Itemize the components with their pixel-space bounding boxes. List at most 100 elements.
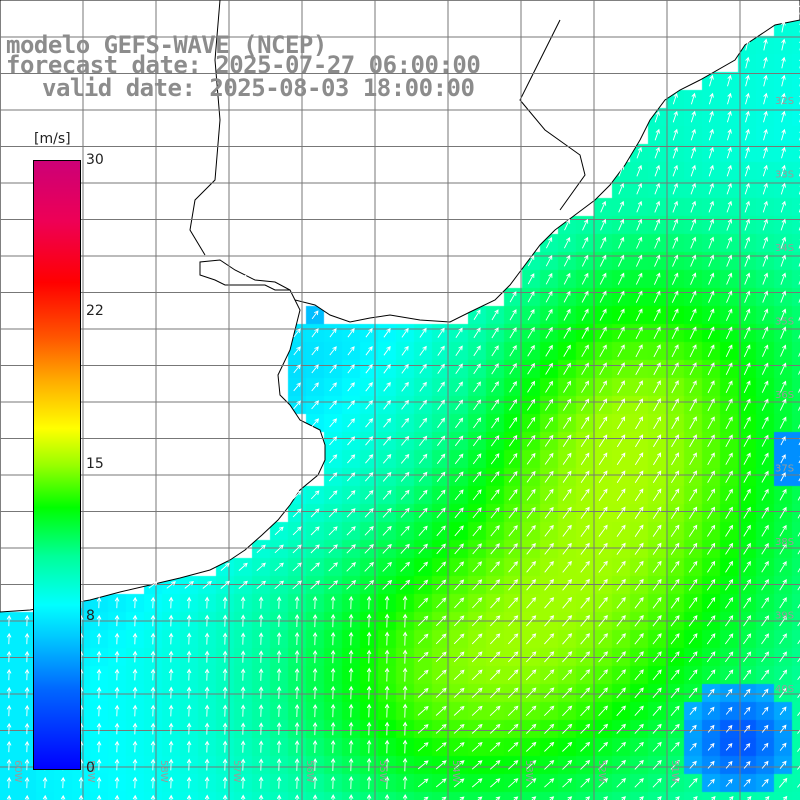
wind-arrow [186,650,192,663]
wind-arrow [761,488,769,501]
wind-arrow [473,381,481,393]
wind-arrow [675,796,680,800]
wind-arrow [581,362,589,375]
wind-arrow [114,722,120,735]
wind-arrow [24,704,30,717]
wind-arrow [132,776,138,789]
wind-arrow [618,164,625,177]
wind-arrow [580,560,590,573]
wind-arrow [621,796,626,800]
wind-arrow [725,506,733,519]
wind-arrow [364,526,374,536]
wind-arrow [274,526,284,536]
wind-arrow [743,688,751,697]
wind-arrow [525,705,537,717]
wind-arrow [706,633,716,645]
wind-arrow [580,705,591,717]
wind-arrow [780,218,786,231]
wind-arrow [745,56,750,69]
wind-arrow [472,435,482,447]
wind-arrow [346,472,356,482]
wind-arrow [635,398,643,412]
wind-arrow [292,580,302,590]
wind-arrow [581,308,589,321]
wind-arrow [384,721,390,736]
wind-arrow [435,723,447,734]
wind-arrow [726,182,732,195]
wind-arrow [453,687,465,698]
wind-arrow [743,470,751,483]
wind-arrow [400,543,410,554]
wind-arrow [634,488,644,502]
wind-arrow [526,524,536,537]
wind-arrow [186,758,192,771]
wind-arrow [184,581,194,589]
longitude-label: 51W [669,760,680,783]
wind-arrow [636,182,643,195]
wind-arrow [744,290,751,303]
wind-arrow [453,705,465,716]
wind-arrow [634,741,644,752]
wind-arrow [726,200,733,213]
wind-arrow [616,578,626,591]
wind-arrow [435,760,447,770]
wind-arrow [473,345,481,357]
wind-arrow [653,452,662,466]
wind-arrow [365,436,374,446]
wind-arrow [454,597,465,609]
wind-arrow [616,705,626,717]
wind-arrow [797,747,800,752]
wind-arrow [292,544,302,554]
wind-arrow [635,434,644,448]
wind-arrow [366,775,372,790]
wind-arrow [328,544,338,554]
wind-arrow [634,506,644,519]
wind-arrow [780,164,786,177]
wind-arrow [743,596,752,609]
wind-arrow [348,685,354,700]
wind-arrow [330,613,336,628]
wind-arrow [544,524,554,537]
wind-arrow [764,796,770,800]
wind-arrow [418,579,429,591]
wind-arrow [453,669,465,681]
wind-arrow [598,723,609,734]
longitude-label: 58W [158,760,169,783]
wind-arrow [6,686,12,699]
wind-arrow [780,454,786,464]
wind-arrow [417,615,429,627]
wind-arrow [418,453,428,464]
wind-arrow [545,254,553,267]
wind-arrow [294,686,300,700]
wind-arrow [544,416,554,429]
wind-arrow [708,128,714,141]
wind-arrow [294,740,300,753]
wind-arrow [311,418,320,428]
wind-arrow [780,272,787,285]
wind-arrow [782,795,788,800]
wind-arrow [743,760,751,769]
wind-arrow [726,254,733,267]
wind-arrow [581,236,589,249]
wind-arrow [330,776,336,789]
wind-arrow [471,651,483,663]
wind-arrow [531,796,537,800]
wind-arrow [726,272,733,285]
wind-arrow [580,470,590,483]
wind-arrow [365,418,374,428]
wind-arrow [563,326,571,339]
wind-arrow [311,346,319,356]
wind-arrow [598,669,609,681]
wind-arrow [779,651,787,663]
wind-arrow [473,399,482,411]
wind-arrow [652,651,662,663]
wind-arrow [419,381,427,392]
wind-arrow [618,218,625,231]
wind-arrow [599,398,608,412]
wind-arrow [653,326,661,340]
wind-arrow [294,794,300,800]
wind-arrow [634,778,644,788]
wind-arrow [652,488,662,502]
wind-arrow [328,490,338,500]
